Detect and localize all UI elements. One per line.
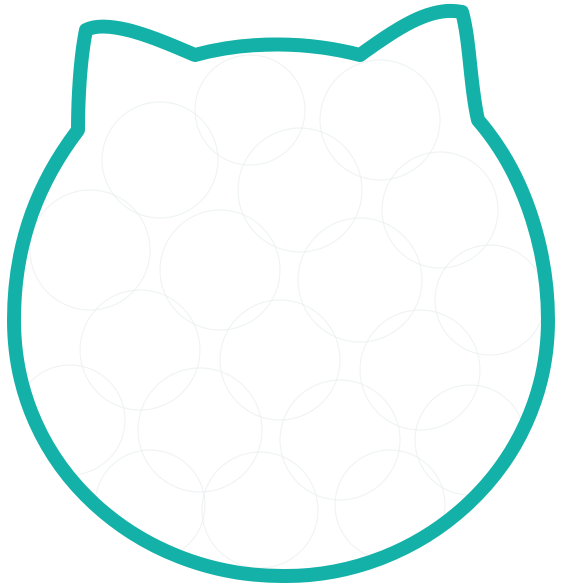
head-fill xyxy=(14,10,548,577)
head-outline xyxy=(7,3,555,584)
